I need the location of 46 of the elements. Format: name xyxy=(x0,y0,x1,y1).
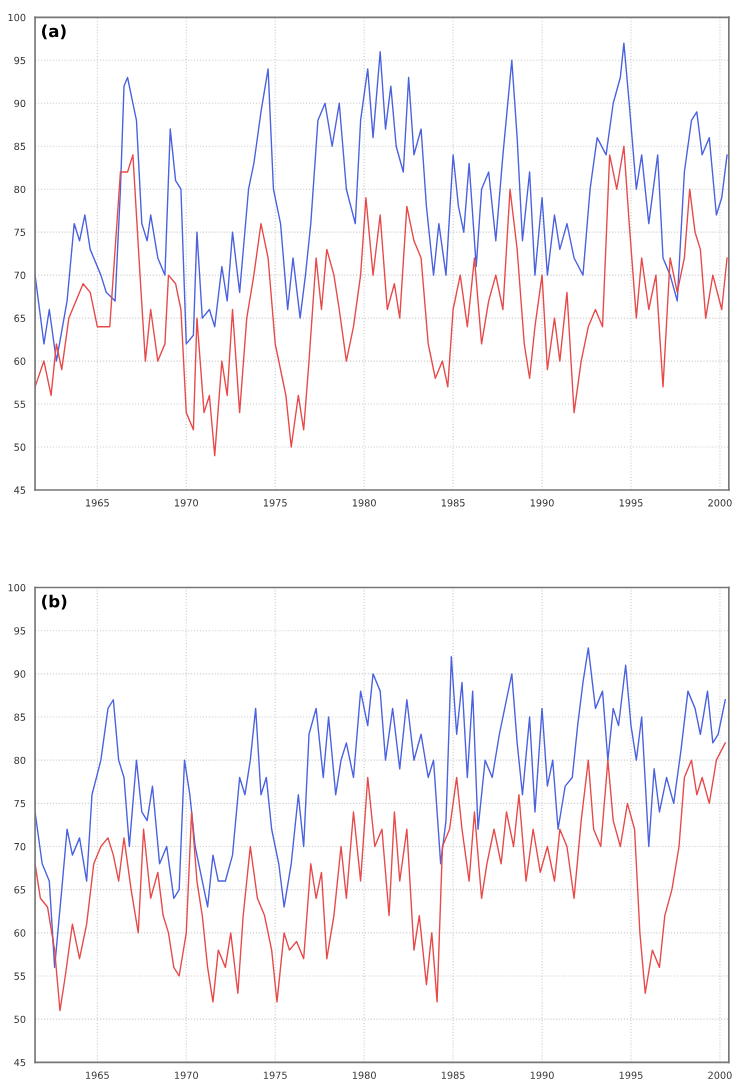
y-tick-label: 95 xyxy=(14,627,26,635)
x-tick-label: 1965 xyxy=(86,499,109,507)
y-tick-label: 75 xyxy=(14,228,26,237)
y-tick-label: 65 xyxy=(14,314,26,322)
x-tick-label: 1985 xyxy=(441,499,465,507)
y-tick-label: 100 xyxy=(8,13,26,22)
line-series xyxy=(35,647,726,969)
x-tick-label: 1975 xyxy=(263,1071,287,1079)
y-tick-label: 90 xyxy=(14,99,26,108)
x-tick-label: 1995 xyxy=(619,1071,643,1079)
x-tick-label: 1970 xyxy=(174,1071,198,1079)
x-tick-label: 1980 xyxy=(352,499,376,507)
y-tick-label: 80 xyxy=(14,185,26,194)
x-tick-label: 2000 xyxy=(708,499,732,507)
y-tick-label: 70 xyxy=(14,842,26,851)
y-tick-label: 50 xyxy=(14,1015,26,1023)
y-tick-label: 45 xyxy=(14,486,26,494)
x-tick-label: 2000 xyxy=(708,1071,732,1079)
x-tick-label: 1990 xyxy=(530,499,554,507)
line-series xyxy=(35,742,726,1012)
y-tick-label: 100 xyxy=(8,584,26,592)
x-tick-label: 1970 xyxy=(174,499,198,507)
y-tick-label: 85 xyxy=(14,142,26,151)
y-tick-label: 50 xyxy=(14,443,26,451)
x-tick-label: 1980 xyxy=(352,1071,376,1079)
y-tick-label: 60 xyxy=(14,929,26,937)
x-tick-label: 1995 xyxy=(619,499,643,507)
y-tick-label: 70 xyxy=(14,271,26,279)
y-tick-label: 45 xyxy=(14,1058,26,1067)
line-series xyxy=(35,42,728,362)
y-tick-label: 55 xyxy=(14,400,26,408)
y-tick-label: 65 xyxy=(14,886,26,894)
y-tick-label: 80 xyxy=(14,756,26,765)
x-tick-label: 1985 xyxy=(441,1071,465,1079)
y-tick-label: 75 xyxy=(14,799,26,808)
x-tick-label: 1965 xyxy=(86,1071,109,1079)
chart-title: (a) xyxy=(42,24,66,40)
y-tick-label: 95 xyxy=(14,56,26,65)
chart-title: (b) xyxy=(42,594,67,610)
y-tick-label: 60 xyxy=(14,357,26,365)
line-series xyxy=(35,145,728,457)
x-tick-label: 1975 xyxy=(263,499,287,507)
y-tick-label: 90 xyxy=(14,670,26,678)
x-tick-label: 1990 xyxy=(530,1071,554,1079)
y-tick-label: 55 xyxy=(14,972,26,980)
y-tick-label: 85 xyxy=(14,713,26,721)
